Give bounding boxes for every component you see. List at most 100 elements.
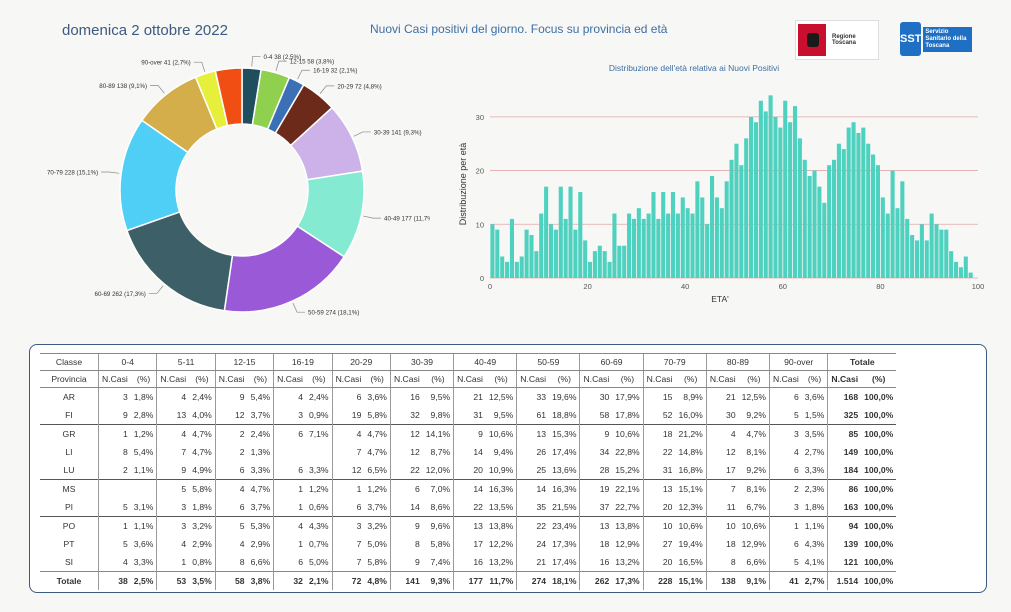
donut-slice-label: 50-59 274 (18,1%) <box>308 310 359 317</box>
ncasi-cell: 8 <box>389 535 423 553</box>
histogram-bar <box>612 213 617 278</box>
percent-cell: 18,8% <box>552 410 577 420</box>
ncasi-cell: 21 <box>705 387 739 406</box>
percent-cell: 5,4% <box>250 392 271 402</box>
ncasi-cell: 12 <box>214 406 248 425</box>
ncasi-cell: 7 <box>156 443 190 461</box>
table-row: FI 9 2,8% 13 4,0% 12 3,7% 3 0,9% 19 5,8% 32 9,8% 31 9,… <box>40 406 896 425</box>
percent-cell: 5,3% <box>247 516 274 535</box>
histogram-bar <box>890 170 895 278</box>
ncasi-cell: 7 <box>331 443 365 461</box>
percent-cell: 14,1% <box>422 424 454 443</box>
ncasi-cell: 31 <box>453 406 486 425</box>
header-age-group: 30-39 <box>389 353 454 371</box>
ncasi-cell: 16 <box>453 553 486 572</box>
x-tick-label: 0 <box>488 282 492 291</box>
histogram-bar <box>622 245 627 278</box>
ncasi-cell: 274 <box>516 571 550 590</box>
percent-cell: 15,2% <box>615 465 640 475</box>
histogram-bar <box>724 181 729 278</box>
percent-cell: 0,8% <box>192 557 212 567</box>
histogram-bar <box>792 106 798 278</box>
ncasi-cell <box>97 479 131 498</box>
ncasi-cell: 61 <box>516 406 550 425</box>
ncasi-cell: 7 <box>331 553 365 572</box>
percent-cell: 11,7% <box>485 571 517 590</box>
histogram-bar <box>817 186 822 278</box>
header-ncasi: N.Casi <box>389 370 423 388</box>
ncasi-cell: 30 <box>579 387 613 406</box>
regione-toscana-logo: Regione Toscana <box>795 20 879 60</box>
histogram-bar <box>583 240 588 278</box>
ncasi-cell: 149 <box>827 443 862 461</box>
histogram-bar <box>519 256 524 278</box>
header-age-group: 12-15 <box>214 353 274 371</box>
ncasi-cell: 22 <box>389 461 423 480</box>
ncasi-cell: 10 <box>642 516 676 535</box>
histogram-bar <box>836 143 841 278</box>
header-ncasi: N.Casi <box>331 370 365 388</box>
y-tick-label: 10 <box>476 220 484 229</box>
ncasi-cell: 5 <box>97 498 131 517</box>
sst-logo: SST Servizio Sanitario della Toscana <box>900 20 972 58</box>
ncasi-cell: 6 <box>331 498 365 517</box>
donut-slice-label: 0-4 38 (2,5%) <box>264 54 302 61</box>
histogram-bar <box>807 175 812 278</box>
histogram-bar <box>700 197 705 278</box>
histogram-bar <box>588 261 593 278</box>
header-percent: (%) <box>247 370 274 388</box>
percent-cell: 4,7% <box>367 447 387 457</box>
ncasi-cell: 3 <box>273 406 306 425</box>
cases-table: Classe 0-4 5-11 12-15 16-19 20-29 30-39 40-49 50… <box>40 353 897 590</box>
histogram-bar <box>797 138 802 278</box>
header-ncasi: N.Casi <box>156 370 190 388</box>
percent-cell: 4,0% <box>192 410 212 420</box>
ncasi-cell: 38 <box>97 571 131 590</box>
percent-cell: 0,6% <box>308 502 329 512</box>
histogram-bar <box>500 256 505 278</box>
histogram-bar <box>929 213 934 278</box>
percent-cell: 100,0% <box>864 502 894 512</box>
percent-cell: 3,2% <box>364 516 391 535</box>
percent-cell: 2,4% <box>308 392 329 402</box>
percent-cell: 3,7% <box>250 502 271 512</box>
ncasi-cell: 34 <box>579 443 613 461</box>
percent-cell: 4,8% <box>364 571 391 590</box>
ncasi-cell: 35 <box>516 498 550 517</box>
histogram-bar <box>636 208 641 278</box>
percent-cell: 3,6% <box>133 539 154 549</box>
histogram-bar <box>729 159 734 278</box>
percent-cell: 2,7% <box>804 447 825 457</box>
header-ncasi: N.Casi <box>827 370 862 388</box>
percent-cell: 4,3% <box>305 516 333 535</box>
percent-cell: 3,1% <box>133 502 154 512</box>
ncasi-cell: 5 <box>768 406 802 425</box>
percent-cell: 8,9% <box>683 392 703 402</box>
ncasi-cell: 18 <box>579 535 613 553</box>
histogram-bar <box>788 122 793 278</box>
percent-cell: 7,1% <box>305 424 333 443</box>
percent-cell: 2,4% <box>192 392 212 402</box>
ncasi-cell: 12 <box>331 461 365 480</box>
ncasi-cell: 228 <box>642 571 676 590</box>
percent-cell: 6,7% <box>746 502 766 512</box>
donut-leader-line <box>275 60 287 71</box>
donut-leader-line <box>148 285 164 294</box>
ncasi-cell: 32 <box>389 406 423 425</box>
ncasi-cell: 4 <box>273 387 306 406</box>
percent-cell: 9,2% <box>746 465 766 475</box>
percent-cell: 22,7% <box>615 502 640 512</box>
ncasi-cell: 12 <box>389 424 423 443</box>
histogram-bar <box>734 143 739 278</box>
ncasi-cell: 6 <box>768 387 802 406</box>
percent-cell: 12,0% <box>425 465 451 475</box>
ncasi-cell: 10 <box>705 516 739 535</box>
histogram-bar <box>602 251 607 278</box>
histogram-bar <box>656 218 661 278</box>
ncasi-cell: 26 <box>516 443 550 461</box>
ncasi-cell: 9 <box>579 424 613 443</box>
percent-cell: 3,3% <box>804 465 825 475</box>
header-ncasi: N.Casi <box>579 370 613 388</box>
donut-leader-line <box>292 302 306 313</box>
percent-cell: 2,9% <box>250 539 271 549</box>
